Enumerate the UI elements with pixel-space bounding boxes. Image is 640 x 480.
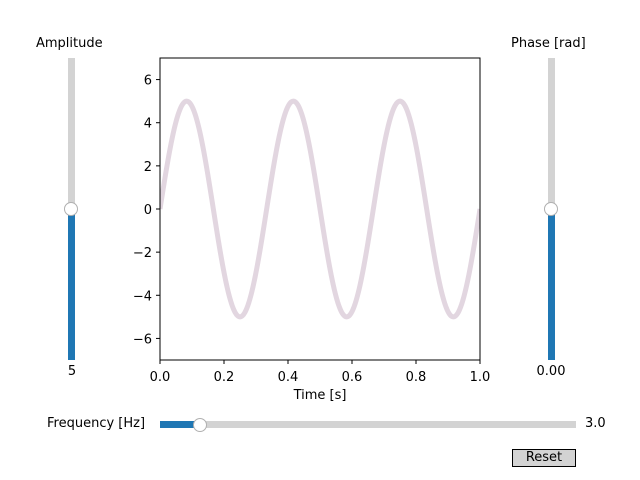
amplitude-slider-label: Amplitude — [36, 36, 103, 51]
phase-slider-handle[interactable] — [544, 202, 558, 216]
y-tick-label: 4 — [144, 117, 152, 132]
reset-button[interactable]: Reset — [512, 449, 576, 467]
frequency-slider-label: Frequency [Hz] — [47, 416, 146, 431]
sine-wave-plot: 0.0 0.2 0.4 0.6 0.8 1.0 −6 −4 −2 0 2 4 6 Time [s] — [133, 57, 491, 403]
y-tick-label: 0 — [144, 203, 152, 218]
x-tick-label: 1.0 — [470, 370, 491, 385]
x-axis-label: Time [s] — [293, 388, 347, 403]
sine-curve — [160, 98, 480, 320]
amplitude-slider-fill — [68, 209, 75, 360]
x-tick-label: 0.0 — [150, 370, 171, 385]
phase-slider-label: Phase [rad] — [511, 36, 586, 51]
phase-slider-value: 0.00 — [536, 364, 566, 379]
y-tick-label: −6 — [133, 332, 152, 347]
frequency-slider-fill — [160, 421, 201, 428]
frequency-slider-handle[interactable] — [193, 418, 208, 432]
y-tick-label: −2 — [133, 246, 152, 261]
frequency-slider-track[interactable] — [160, 421, 576, 428]
amplitude-slider-value: 5 — [67, 364, 77, 379]
y-tick-label: 2 — [144, 160, 152, 175]
x-tick-label: 0.8 — [406, 370, 427, 385]
phase-slider-fill — [548, 209, 555, 360]
y-tick-label: 6 — [144, 74, 152, 89]
y-tick-label: −4 — [133, 289, 152, 304]
x-tick-label: 0.2 — [214, 370, 235, 385]
amplitude-slider-handle[interactable] — [64, 202, 78, 216]
x-tick-label: 0.4 — [278, 370, 299, 385]
frequency-slider-value: 3.0 — [585, 416, 606, 431]
x-tick-label: 0.6 — [342, 370, 363, 385]
